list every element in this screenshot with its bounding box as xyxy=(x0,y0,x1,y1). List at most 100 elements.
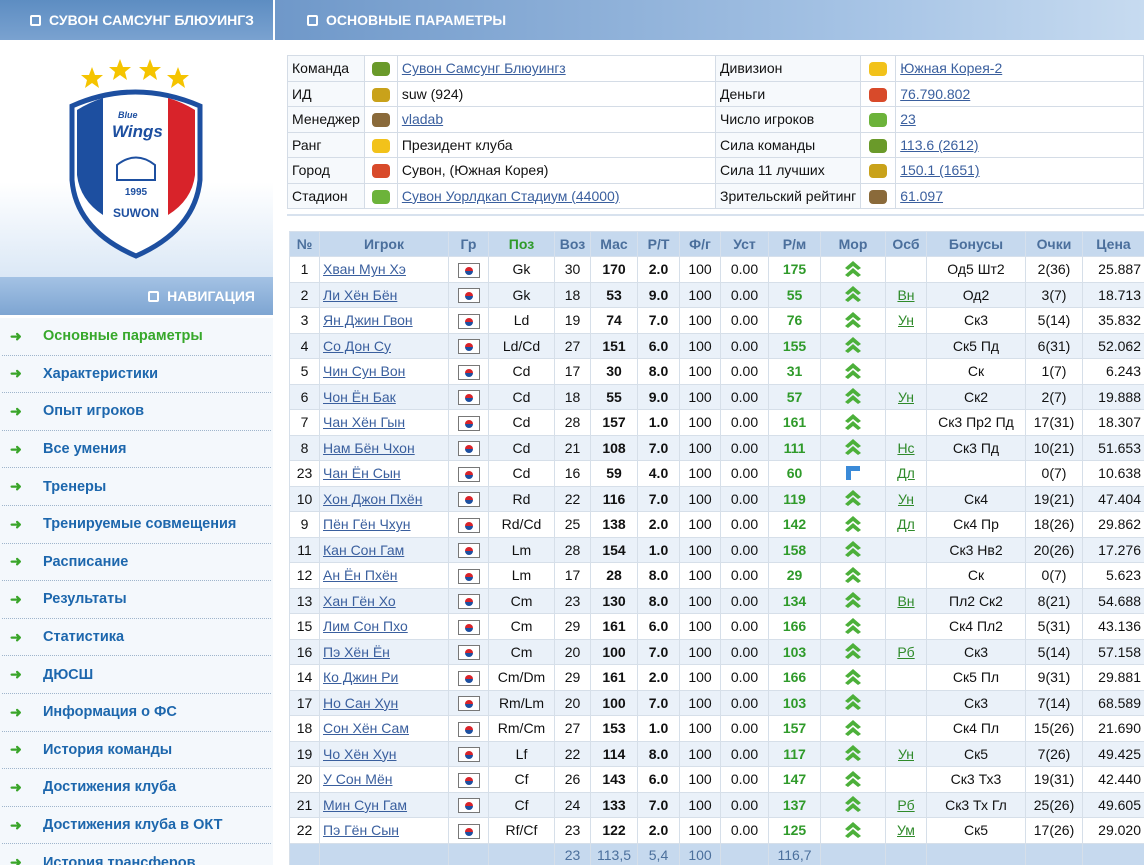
nav-item[interactable]: ➜ Тренеры xyxy=(2,468,271,506)
nav-item[interactable]: ➜ Информация о ФС xyxy=(2,694,271,732)
nav-label[interactable]: Информация о ФС xyxy=(43,704,177,721)
nav-label[interactable]: Тренеры xyxy=(43,478,107,495)
column-header[interactable]: Осб xyxy=(885,231,927,257)
player-link[interactable]: Со Дон Су xyxy=(323,337,391,354)
column-header[interactable]: Игрок xyxy=(319,231,449,257)
player-row: 13 Хан Гён Хо Cm 23 130 8.0 100 0.00 134 Вн Пл2 Ск… xyxy=(289,587,1144,614)
info-link[interactable]: Сувон Уорлдкап Стадиум (44000) xyxy=(401,187,620,204)
info-link[interactable]: 76.790.802 xyxy=(900,85,971,102)
special-link[interactable]: Ун xyxy=(898,312,914,329)
nav-item[interactable]: ➜ Статистика xyxy=(2,619,271,657)
special-link[interactable]: Ун xyxy=(898,745,914,762)
player-link[interactable]: Чон Ён Бак xyxy=(323,388,396,405)
special-link[interactable]: Ун xyxy=(898,388,914,405)
player-link[interactable]: Чан Ён Сын xyxy=(323,465,401,482)
player-link[interactable]: Хван Мун Хэ xyxy=(323,261,406,278)
special-link[interactable]: Вн xyxy=(897,286,915,303)
cell-bonus: Ск4 Пл xyxy=(926,715,1026,742)
info-link[interactable]: Сувон Самсунг Блюуингз xyxy=(401,60,566,77)
column-header[interactable]: Мор xyxy=(820,231,886,257)
special-link[interactable]: Вн xyxy=(897,592,915,609)
info-link[interactable]: 61.097 xyxy=(900,187,944,204)
nav-item[interactable]: ➜ Расписание xyxy=(2,544,271,582)
cell-num: 14 xyxy=(289,664,320,691)
nav-label[interactable]: История команды xyxy=(43,741,173,758)
info-link[interactable]: Южная Корея-2 xyxy=(900,60,1003,77)
info-link[interactable]: 23 xyxy=(900,111,916,128)
flag xyxy=(457,339,480,355)
nav-item[interactable]: ➜ Тренируемые совмещения xyxy=(2,506,271,544)
column-header[interactable]: № xyxy=(289,231,320,257)
player-link[interactable]: Чан Хён Гын xyxy=(323,414,406,431)
nav-item[interactable]: ➜ ДЮСШ xyxy=(2,656,271,694)
nav-item[interactable]: ➜ Опыт игроков xyxy=(2,393,271,431)
info-link[interactable]: vladab xyxy=(401,111,444,128)
cell-points: 8(21) xyxy=(1025,587,1083,614)
nav-item[interactable]: ➜ История команды xyxy=(2,732,271,770)
player-link[interactable]: Ан Ён Пхён xyxy=(323,567,398,584)
special-link[interactable]: Ун xyxy=(898,490,914,507)
nav-item[interactable]: ➜ История трансферов xyxy=(2,844,271,865)
column-header[interactable]: Р/м xyxy=(768,231,821,257)
column-header[interactable]: Ф/г xyxy=(679,231,721,257)
morale-shape xyxy=(845,828,861,838)
nav-item[interactable]: ➜ Результаты xyxy=(2,581,271,619)
player-link[interactable]: Нам Бён Чхон xyxy=(323,439,415,456)
column-header[interactable]: Поз xyxy=(488,231,555,257)
special-link[interactable]: Ум xyxy=(897,822,915,839)
info-link[interactable]: 113.6 (2612) xyxy=(900,136,979,153)
player-link[interactable]: Чин Сун Вон xyxy=(323,363,406,380)
column-header[interactable]: Уст xyxy=(720,231,769,257)
player-link[interactable]: Но Сан Хун xyxy=(323,694,399,711)
player-link[interactable]: Пэ Гён Сын xyxy=(323,822,399,839)
special-link[interactable]: Дл xyxy=(897,516,915,533)
special-link[interactable]: Рб xyxy=(897,643,915,660)
player-link[interactable]: Ли Хён Бён xyxy=(323,286,398,303)
special-link[interactable]: Нс xyxy=(897,439,915,456)
nav-label[interactable]: Все умения xyxy=(43,441,127,458)
info-link[interactable]: 150.1 (1651) xyxy=(900,162,980,179)
nav-arrow: ➜ xyxy=(10,778,22,795)
column-header[interactable]: Бонусы xyxy=(926,231,1026,257)
column-header[interactable]: Воз xyxy=(554,231,591,257)
nav-item[interactable]: ➜ Основные параметры xyxy=(2,318,271,356)
nav-label[interactable]: Достижения клуба xyxy=(43,779,177,796)
nav-label[interactable]: Достижения клуба в ОКТ xyxy=(43,817,223,834)
nav-label[interactable]: ДЮСШ xyxy=(43,666,94,683)
nav-item[interactable]: ➜ Достижения клуба xyxy=(2,769,271,807)
column-header[interactable]: Очки xyxy=(1025,231,1083,257)
column-header[interactable]: Гр xyxy=(448,231,489,257)
cell-rt: 6.0 xyxy=(637,332,680,359)
nav-label[interactable]: История трансферов xyxy=(43,854,196,865)
nav-item[interactable]: ➜ Характеристики xyxy=(2,356,271,394)
player-link[interactable]: Чо Хён Хун xyxy=(323,745,397,762)
player-link[interactable]: Пён Гён Чхун xyxy=(323,516,411,533)
logo-brand: Wings xyxy=(112,122,163,141)
column-header[interactable]: Мас xyxy=(590,231,638,257)
cell-pos: Cd xyxy=(488,358,555,385)
nav-label[interactable]: Результаты xyxy=(43,591,127,608)
nav-label[interactable]: Тренируемые совмещения xyxy=(43,516,237,533)
nav-label[interactable]: Расписание xyxy=(43,553,129,570)
player-link[interactable]: Ко Джин Ри xyxy=(323,669,399,686)
nav-label[interactable]: Основные параметры xyxy=(43,328,203,345)
player-link[interactable]: Мин Сун Гам xyxy=(323,796,408,813)
player-link[interactable]: Пэ Хён Ён xyxy=(323,643,390,660)
player-link[interactable]: У Сон Мён xyxy=(323,771,393,788)
nav-item[interactable]: ➜ Все умения xyxy=(2,431,271,469)
nav-label[interactable]: Статистика xyxy=(43,629,125,646)
nav-label[interactable]: Характеристики xyxy=(43,365,159,382)
special-link[interactable]: Рб xyxy=(897,796,915,813)
player-link[interactable]: Сон Хён Сам xyxy=(323,720,409,737)
player-link[interactable]: Лим Сон Пхо xyxy=(323,618,408,635)
column-header[interactable]: Р/Т xyxy=(637,231,680,257)
player-link[interactable]: Кан Сон Гам xyxy=(323,541,405,558)
player-link[interactable]: Хан Гён Хо xyxy=(323,592,396,609)
nav-label[interactable]: Опыт игроков xyxy=(43,403,145,420)
cell-age: 17 xyxy=(554,358,591,385)
player-link[interactable]: Хон Джон Пхён xyxy=(323,490,423,507)
nav-item[interactable]: ➜ Достижения клуба в ОКТ xyxy=(2,807,271,845)
column-header[interactable]: Цена xyxy=(1082,231,1144,257)
special-link[interactable]: Дл xyxy=(897,465,915,482)
player-link[interactable]: Ян Джин Гвон xyxy=(323,312,413,329)
